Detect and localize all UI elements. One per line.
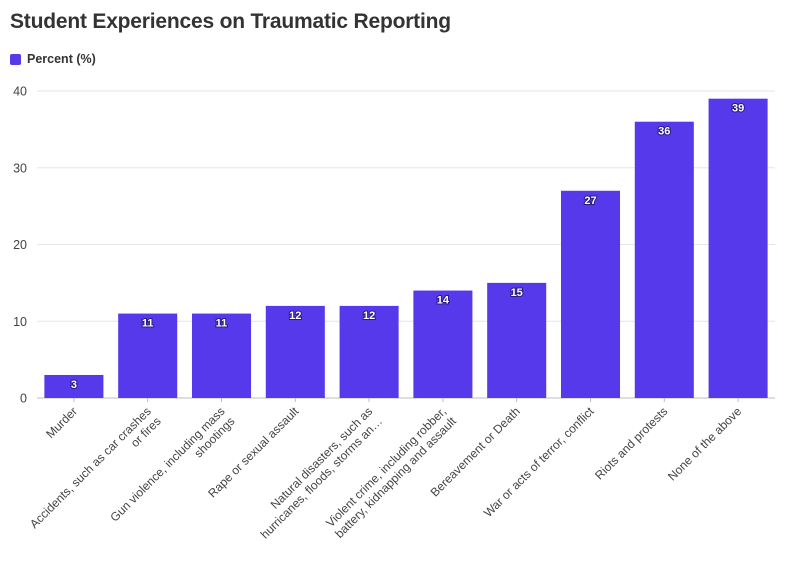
y-tick-label: 40 — [13, 85, 27, 99]
x-tick-label: Natural disasters, such ashurricanes, fl… — [248, 404, 385, 541]
bar — [191, 313, 252, 398]
bar — [339, 305, 399, 398]
x-tick-label: Riots and protests — [592, 404, 670, 482]
x-tick-label-line: Murder — [43, 404, 80, 441]
legend-swatch — [10, 53, 21, 65]
x-tick-label-line: None of the above — [665, 404, 744, 483]
chart-title: Student Experiences on Traumatic Reporti… — [10, 10, 451, 33]
bar — [118, 313, 178, 398]
legend[interactable]: Percent (%) — [10, 52, 96, 66]
x-tick-label-line: Riots and protests — [592, 404, 670, 482]
x-tick-label: None of the above — [665, 404, 744, 483]
y-tick-label: 30 — [13, 161, 27, 175]
data-label: 12 — [289, 310, 301, 322]
data-label: 11 — [216, 318, 228, 330]
x-tick-label-line: Accidents, such as car crashes — [27, 404, 154, 531]
bar — [487, 282, 547, 398]
x-tick-label-line: Violent crime, including robber, — [323, 404, 449, 530]
bar — [708, 98, 768, 399]
data-label: 27 — [584, 195, 596, 207]
legend-label: Percent (%) — [27, 52, 96, 66]
x-tick-label: Accidents, such as car crashesor fires — [27, 404, 164, 541]
bar — [44, 374, 104, 398]
y-tick-label: 10 — [13, 315, 27, 329]
bar — [413, 290, 473, 398]
data-label: 11 — [142, 318, 154, 330]
y-tick-label: 0 — [20, 392, 27, 406]
bar — [634, 121, 694, 398]
bar — [560, 190, 621, 398]
x-tick-label: Violent crime, including robber,battery,… — [322, 404, 459, 541]
x-tick-label: Murder — [43, 404, 80, 441]
data-label: 3 — [71, 379, 77, 391]
y-tick-label: 20 — [13, 238, 27, 252]
data-label: 39 — [732, 103, 744, 115]
data-label: 12 — [363, 310, 375, 322]
data-label: 14 — [437, 295, 450, 307]
data-label: 15 — [511, 287, 523, 299]
bar — [265, 305, 325, 398]
data-label: 36 — [658, 126, 670, 138]
